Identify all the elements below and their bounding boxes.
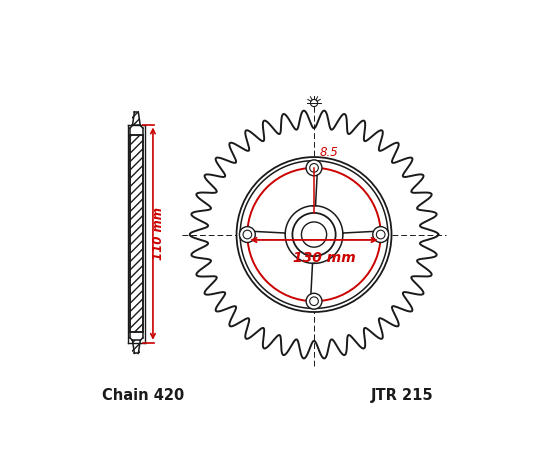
Circle shape: [240, 227, 255, 242]
Circle shape: [306, 160, 322, 176]
Circle shape: [310, 163, 318, 172]
Circle shape: [376, 230, 385, 239]
Text: JTR 215: JTR 215: [371, 388, 433, 403]
Circle shape: [236, 157, 391, 312]
Polygon shape: [240, 161, 318, 238]
Bar: [133, 341, 140, 353]
Bar: [130, 135, 143, 332]
Text: Chain 420: Chain 420: [102, 388, 184, 403]
Circle shape: [292, 213, 335, 256]
Text: 130 mm: 130 mm: [293, 251, 356, 265]
Circle shape: [301, 222, 326, 247]
Polygon shape: [310, 231, 388, 308]
Bar: [130, 135, 143, 332]
Polygon shape: [240, 231, 318, 308]
Polygon shape: [310, 161, 388, 238]
Text: 8.5: 8.5: [319, 146, 338, 159]
Bar: [133, 112, 140, 125]
Circle shape: [310, 297, 318, 306]
Circle shape: [243, 230, 251, 239]
Circle shape: [306, 293, 322, 309]
Circle shape: [373, 227, 389, 242]
Bar: [130, 135, 143, 332]
Text: 110 mm: 110 mm: [152, 207, 165, 260]
